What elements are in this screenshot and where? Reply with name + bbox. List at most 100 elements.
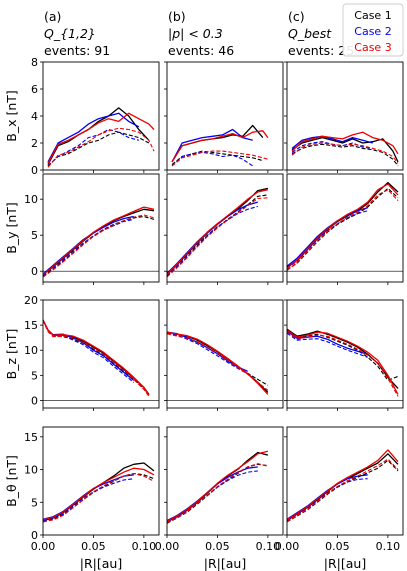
- y-tick-label: 0: [31, 394, 38, 407]
- x-tick-label: 0.05: [325, 540, 350, 553]
- x-tick-label: 0.05: [205, 540, 230, 553]
- panel: 0.00 0.05 0.10 |R|[au]: [275, 426, 404, 571]
- column-letter: (b): [168, 9, 186, 24]
- series-line: [43, 472, 155, 523]
- x-tick-label: 0.05: [81, 540, 106, 553]
- y-tick-label: 0: [31, 265, 38, 278]
- series-line: [171, 151, 254, 167]
- panel-frame: [42, 61, 160, 171]
- series-line: [171, 130, 269, 163]
- x-axis-label: |R|[au]: [324, 556, 366, 571]
- panel-frame: [286, 173, 404, 283]
- panel-frame: [286, 299, 404, 409]
- y-tick-label: 20: [24, 294, 38, 307]
- x-tick-label: 0.00: [275, 540, 300, 553]
- y-axis-label: B_z [nT]: [4, 329, 19, 380]
- series-line: [167, 450, 269, 522]
- panel-frame: [286, 426, 404, 536]
- y-tick-label: 10: [24, 344, 38, 357]
- panel-frame: [42, 173, 160, 283]
- series-line: [43, 206, 155, 276]
- series-line: [287, 449, 399, 521]
- panel-frame: [166, 173, 284, 283]
- panel-frame: [166, 426, 284, 536]
- series-line: [287, 330, 368, 355]
- series-line: [43, 215, 155, 277]
- panel: [284, 61, 404, 173]
- series-line: [167, 466, 258, 522]
- y-tick-label: 5: [31, 229, 38, 242]
- series-line: [43, 319, 150, 396]
- panel: [164, 173, 284, 285]
- series-line: [171, 150, 263, 166]
- panel: 0 5 10 15 20: [24, 294, 160, 411]
- y-tick-label: 6: [31, 83, 38, 96]
- y-axis-label: B_θ [nT]: [4, 455, 19, 507]
- series-line: [171, 124, 264, 163]
- column-selector: Q_{1,2}: [44, 26, 96, 41]
- legend-entry: Case 2: [354, 25, 391, 38]
- series-line: [287, 331, 399, 397]
- series-line: [287, 210, 368, 269]
- panel-grid: 0 2 4 6 8 B_x [nT] 0 5 10 B_y [nT] 0 5 10 15 20 B_z [nT…: [4, 56, 404, 571]
- panel-frame: [42, 299, 160, 409]
- panel: 0.00 0.05 0.10 |R|[au]: [155, 426, 284, 571]
- x-axis-label: |R|[au]: [80, 556, 122, 571]
- series-line: [167, 463, 269, 524]
- series-line: [287, 458, 399, 523]
- panel: 0 2 4 6 8: [31, 56, 160, 177]
- series-line: [43, 319, 135, 383]
- column-events: events: 25: [288, 43, 354, 58]
- panel: [284, 299, 404, 411]
- series-line: [47, 107, 150, 165]
- series-line: [43, 319, 150, 396]
- panel: 0 5 10: [24, 173, 160, 285]
- y-axis-label: B_x [nT]: [4, 90, 19, 142]
- series-line: [167, 197, 268, 278]
- panel: [284, 173, 404, 285]
- series-line: [287, 187, 399, 271]
- legend: Case 1 Case 2 Case 3: [342, 3, 404, 57]
- series-line: [167, 332, 248, 375]
- series-line: [287, 189, 399, 271]
- series-line: [167, 331, 248, 372]
- series-line: [291, 135, 373, 149]
- series-line: [43, 478, 134, 522]
- column-headers: (a) Q_{1,2} events: 91 (b) |p| < 0.3 events: …: [44, 9, 354, 58]
- x-axis-label: |R|[au]: [204, 556, 246, 571]
- series-line: [167, 331, 269, 395]
- panel: [164, 299, 284, 411]
- series-line: [291, 143, 399, 167]
- column-letter: (a): [44, 9, 61, 24]
- x-tick-label: 0.10: [132, 540, 157, 553]
- series-line: [43, 462, 155, 522]
- y-tick-label: 15: [24, 319, 38, 332]
- y-tick-label: 4: [31, 110, 38, 123]
- series-line: [291, 142, 399, 164]
- panel-frame: [42, 426, 160, 536]
- series-line: [291, 131, 399, 155]
- series-line: [43, 319, 150, 395]
- y-tick-label: 15: [24, 431, 38, 444]
- legend-box: [342, 3, 404, 57]
- y-tick-label: 5: [31, 369, 38, 382]
- x-tick-label: 0.10: [376, 540, 401, 553]
- y-tick-label: 5: [31, 496, 38, 509]
- series-line: [43, 218, 134, 276]
- series-line: [167, 189, 269, 276]
- series-line: [171, 128, 253, 163]
- series-line: [287, 183, 399, 269]
- series-line: [43, 319, 150, 397]
- y-tick-label: 10: [24, 464, 38, 477]
- series-line: [287, 459, 399, 523]
- series-line: [287, 330, 399, 381]
- series-line: [47, 128, 139, 167]
- column-events: events: 91: [44, 43, 110, 58]
- panel-frame: [166, 299, 284, 409]
- x-tick-label: 0.10: [256, 540, 281, 553]
- series-line: [287, 478, 368, 522]
- series-line: [171, 150, 269, 167]
- column-selector: |p| < 0.3: [168, 26, 223, 41]
- series-line: [47, 131, 150, 167]
